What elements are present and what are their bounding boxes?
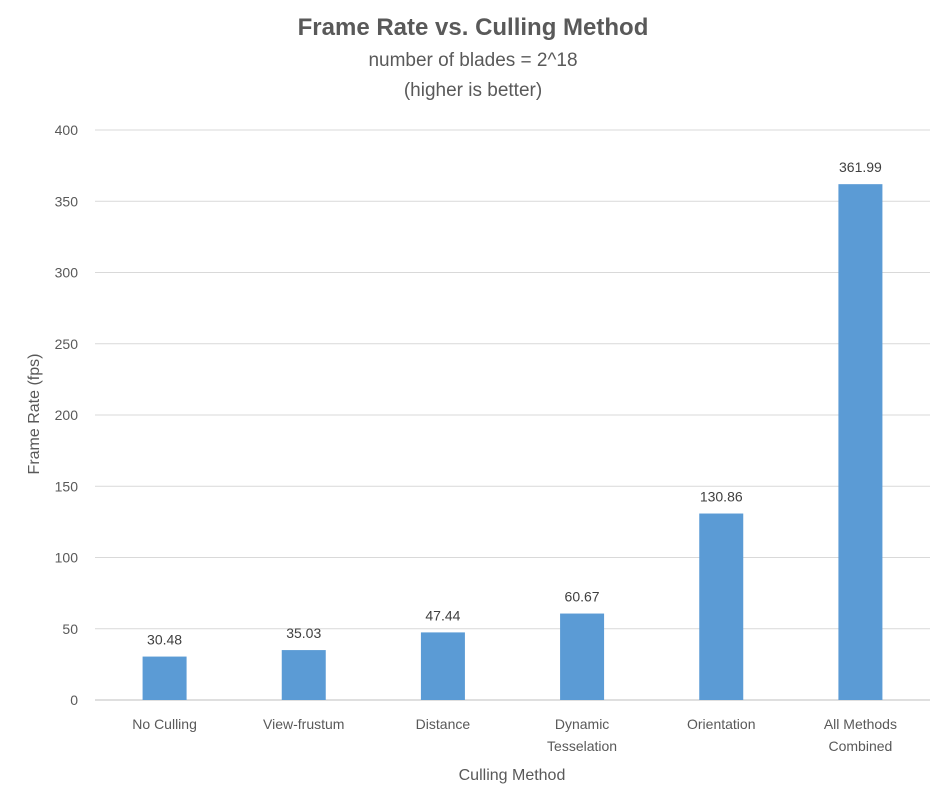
x-category-label-line: View-frustum: [263, 716, 344, 732]
data-label: 361.99: [839, 159, 882, 175]
y-tick-label: 400: [55, 122, 79, 138]
x-category-label-line: Distance: [416, 716, 471, 732]
gridlines: [95, 129, 930, 701]
bar: [420, 632, 465, 700]
chart-subtitle-line-1: number of blades = 2^18: [368, 50, 578, 71]
x-category-label: Orientation: [687, 716, 755, 732]
y-tick-label: 300: [55, 265, 79, 281]
data-label: 60.67: [565, 589, 600, 605]
data-label: 47.44: [425, 607, 460, 623]
bar: [699, 513, 744, 700]
x-category-label: View-frustum: [263, 716, 344, 732]
x-category-label: Distance: [416, 716, 471, 732]
x-category-label-line: Tesselation: [547, 738, 617, 754]
y-tick-label: 0: [70, 692, 78, 708]
bars: [142, 184, 883, 700]
y-tick-label: 350: [55, 193, 79, 209]
y-tick-label: 100: [55, 550, 79, 566]
y-axis-title: Frame Rate (fps): [26, 354, 43, 475]
bar: [838, 184, 883, 700]
y-tick-label: 50: [62, 621, 78, 637]
x-axis-categories: No Culling View-frustum Distance Dynamic Tes…: [132, 716, 897, 754]
y-tick-label: 250: [55, 336, 79, 352]
y-tick-label: 200: [55, 407, 79, 423]
chart-subtitle-line-2: (higher is better): [403, 80, 543, 101]
bar: [142, 656, 187, 700]
x-category-label: No Culling: [132, 716, 197, 732]
x-category-label-line: Orientation: [687, 716, 755, 732]
data-label: 130.86: [700, 489, 743, 505]
x-category-label: Dynamic Tesselation: [547, 716, 617, 754]
data-labels: 30.48 35.03 47.44 60.67 130.86 361.99: [147, 159, 882, 647]
x-category-label: All Methods Combined: [824, 716, 897, 754]
y-axis-ticks: 0 50 100 150 200 250 300 350 400: [55, 122, 79, 708]
x-category-label-line: No Culling: [132, 716, 197, 732]
chart-title: Frame Rate vs. Culling Method: [297, 14, 649, 41]
y-tick-label: 150: [55, 478, 79, 494]
bar: [281, 650, 326, 700]
x-category-label-line: All Methods: [824, 716, 897, 732]
x-axis-title: Culling Method: [459, 767, 566, 784]
data-label: 35.03: [286, 625, 321, 641]
x-category-label-line: Combined: [829, 738, 893, 754]
x-category-label-line: Dynamic: [555, 716, 609, 732]
bar: [560, 613, 605, 700]
data-label: 30.48: [147, 632, 182, 648]
